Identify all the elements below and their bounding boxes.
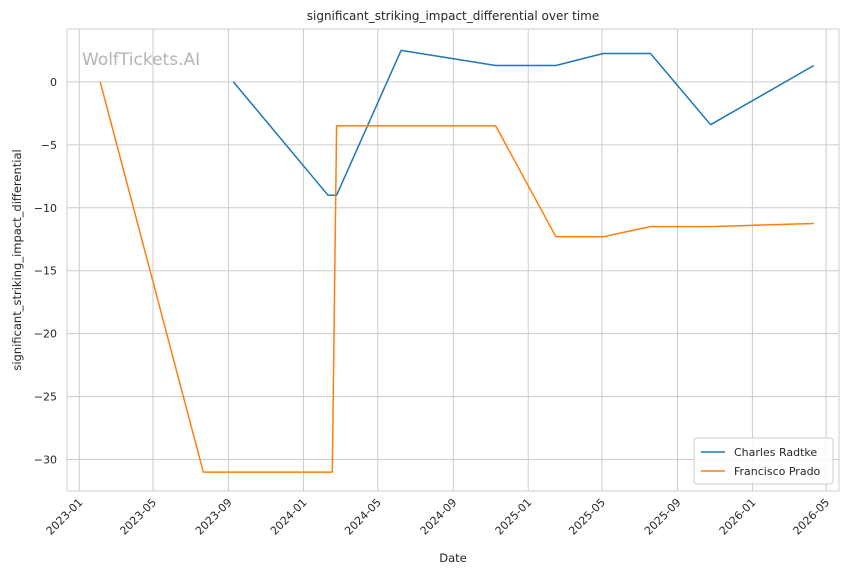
legend: Charles Radtke Francisco Prado bbox=[693, 437, 834, 485]
series-line-charles-radtke bbox=[232, 49, 815, 196]
chart-title: significant_striking_impact_differential… bbox=[307, 9, 599, 23]
legend-label-francisco-prado: Francisco Prado bbox=[734, 465, 821, 478]
x-axis-title: Date bbox=[439, 551, 467, 565]
y-tick-label: −30 bbox=[34, 454, 57, 467]
series-line-francisco-prado bbox=[99, 81, 814, 473]
y-axis-title: significant_striking_impact_differential bbox=[10, 149, 24, 370]
y-tick-label: 0 bbox=[50, 76, 57, 89]
y-tick-label: −20 bbox=[34, 328, 57, 341]
y-tick-label: −15 bbox=[34, 265, 57, 278]
y-tick-label: −25 bbox=[34, 391, 57, 404]
grid-lines bbox=[67, 29, 839, 491]
legend-label-charles-radtke: Charles Radtke bbox=[734, 446, 817, 459]
watermark: WolfTickets.AI bbox=[82, 50, 200, 70]
legend-box bbox=[693, 437, 834, 485]
y-tick-labels: 0 −5 −10 −15 −20 −25 −30 bbox=[34, 76, 57, 467]
y-tick-label: −5 bbox=[41, 139, 57, 152]
plot-frame bbox=[66, 28, 840, 492]
series-lines bbox=[99, 49, 815, 473]
y-tick-label: −10 bbox=[34, 202, 57, 215]
